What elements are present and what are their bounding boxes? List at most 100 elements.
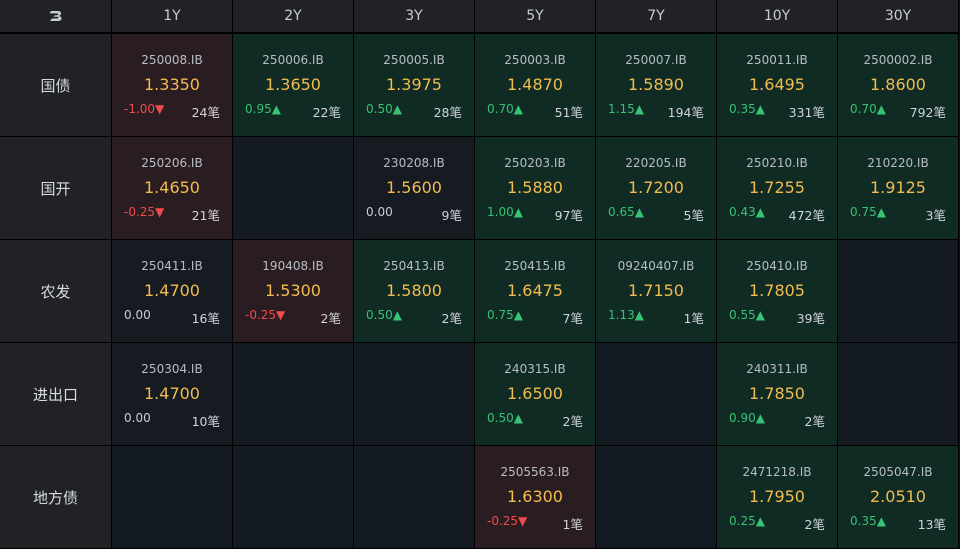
quote-cell[interactable]: 220205.IB 1.7200 0.65▲ 5笔 [596,137,717,240]
yield-rate: 1.5300 [265,281,321,300]
bp-change: 0.70▲ [850,102,886,116]
quote-cell[interactable]: 2505563.IB 1.6300 -0.25▼ 1笔 [475,446,596,549]
trade-count: 13笔 [917,517,946,532]
trade-count: 51笔 [554,105,583,120]
bp-change: 0.00 [124,308,151,322]
quote-cell[interactable]: 250413.IB 1.5800 0.50▲ 2笔 [354,240,475,343]
bond-code: 09240407.IB [617,259,695,273]
bond-type-label[interactable]: 地方债 [0,446,112,549]
yield-rate: 1.5800 [386,281,442,300]
tenor-header[interactable]: 1Y [112,0,233,34]
bp-change: 0.55▲ [729,308,765,322]
yield-rate: 1.7255 [749,178,805,197]
quote-cell[interactable]: 250411.IB 1.4700 0.00 16笔 [112,240,233,343]
bp-change: -1.00▼ [124,102,165,116]
yield-rate: 1.6500 [507,384,563,403]
quote-cell[interactable]: 240311.IB 1.7850 0.90▲ 2笔 [717,343,838,446]
bond-code: 250304.IB [141,362,203,376]
bond-type-label[interactable]: 农发 [0,240,112,343]
bond-code: 2505563.IB [500,465,570,479]
yield-rate: 1.5890 [628,75,684,94]
trade-count: 2笔 [441,311,462,326]
quote-cell[interactable]: 09240407.IB 1.7150 1.13▲ 1笔 [596,240,717,343]
bond-type-label[interactable]: 国开 [0,137,112,240]
yield-rate: 1.6495 [749,75,805,94]
quote-cell[interactable]: 250203.IB 1.5880 1.00▲ 97笔 [475,137,596,240]
bp-change: 0.65▲ [608,205,644,219]
trade-count: 21笔 [191,208,220,223]
quote-cell[interactable]: 250415.IB 1.6475 0.75▲ 7笔 [475,240,596,343]
bp-change: 0.90▲ [729,411,765,425]
bond-type-label[interactable]: 进出口 [0,343,112,446]
quote-cell[interactable]: 250006.IB 1.3650 0.95▲ 22笔 [233,34,354,137]
quote-cell[interactable]: 230208.IB 1.5600 0.00 9笔 [354,137,475,240]
tenor-header[interactable]: 7Y [596,0,717,34]
trade-count: 1笔 [683,311,704,326]
quote-cell[interactable]: 2500002.IB 1.8600 0.70▲ 792笔 [838,34,959,137]
quote-cell[interactable]: 250410.IB 1.7805 0.55▲ 39笔 [717,240,838,343]
yield-rate: 1.9125 [870,178,926,197]
bond-code: 250210.IB [746,156,808,170]
bond-code: 240311.IB [746,362,808,376]
quote-cell[interactable]: 250304.IB 1.4700 0.00 10笔 [112,343,233,446]
empty-quote-cell [233,137,354,240]
trade-count: 792笔 [909,105,946,120]
trade-count: 39笔 [796,311,825,326]
bp-change: -0.25▼ [124,205,165,219]
yield-rate: 1.4650 [144,178,200,197]
quote-cell[interactable]: 190408.IB 1.5300 -0.25▼ 2笔 [233,240,354,343]
bp-change: 0.35▲ [850,514,886,528]
tenor-header[interactable]: 10Y [717,0,838,34]
bp-change: 1.15▲ [608,102,644,116]
bp-change: -0.25▼ [245,308,286,322]
bond-code: 250003.IB [504,53,566,67]
quote-cell[interactable]: 210220.IB 1.9125 0.75▲ 3笔 [838,137,959,240]
trade-count: 5笔 [683,208,704,223]
quote-cell[interactable]: 250008.IB 1.3350 -1.00▼ 24笔 [112,34,233,137]
yield-rate: 1.7805 [749,281,805,300]
trade-count: 16笔 [191,311,220,326]
trade-count: 472笔 [788,208,825,223]
tenor-header[interactable]: 3Y [354,0,475,34]
bond-code: 230208.IB [383,156,445,170]
app-logo-icon [0,0,112,34]
trade-count: 2笔 [320,311,341,326]
tenor-header[interactable]: 5Y [475,0,596,34]
bond-code: 250206.IB [141,156,203,170]
trade-count: 2笔 [804,517,825,532]
quote-cell[interactable]: 250210.IB 1.7255 0.43▲ 472笔 [717,137,838,240]
bond-code: 2500002.IB [863,53,933,67]
yield-rate: 2.0510 [870,487,926,506]
bond-code: 250415.IB [504,259,566,273]
trade-count: 331笔 [788,105,825,120]
empty-quote-cell [838,343,959,446]
bond-code: 190408.IB [262,259,324,273]
quote-cell[interactable]: 250011.IB 1.6495 0.35▲ 331笔 [717,34,838,137]
quote-cell[interactable]: 240315.IB 1.6500 0.50▲ 2笔 [475,343,596,446]
quote-cell[interactable]: 250003.IB 1.4870 0.70▲ 51笔 [475,34,596,137]
trade-count: 10笔 [191,414,220,429]
quote-cell[interactable]: 250206.IB 1.4650 -0.25▼ 21笔 [112,137,233,240]
quote-cell[interactable]: 2471218.IB 1.7950 0.25▲ 2笔 [717,446,838,549]
empty-quote-cell [596,343,717,446]
empty-quote-cell [596,446,717,549]
bond-code: 250410.IB [746,259,808,273]
bond-code: 240315.IB [504,362,566,376]
tenor-header[interactable]: 30Y [838,0,959,34]
bond-type-label[interactable]: 国债 [0,34,112,137]
quote-cell[interactable]: 2505047.IB 2.0510 0.35▲ 13笔 [838,446,959,549]
yield-rate: 1.3350 [144,75,200,94]
bond-code: 250411.IB [141,259,203,273]
yield-rate: 1.4700 [144,281,200,300]
tenor-header[interactable]: 2Y [233,0,354,34]
trade-count: 9笔 [441,208,462,223]
trade-count: 194笔 [667,105,704,120]
quote-cell[interactable]: 250007.IB 1.5890 1.15▲ 194笔 [596,34,717,137]
bp-change: 0.25▲ [729,514,765,528]
bp-change: 0.43▲ [729,205,765,219]
bond-code: 250006.IB [262,53,324,67]
quote-cell[interactable]: 250005.IB 1.3975 0.50▲ 28笔 [354,34,475,137]
bond-code: 250413.IB [383,259,445,273]
empty-quote-cell [112,446,233,549]
